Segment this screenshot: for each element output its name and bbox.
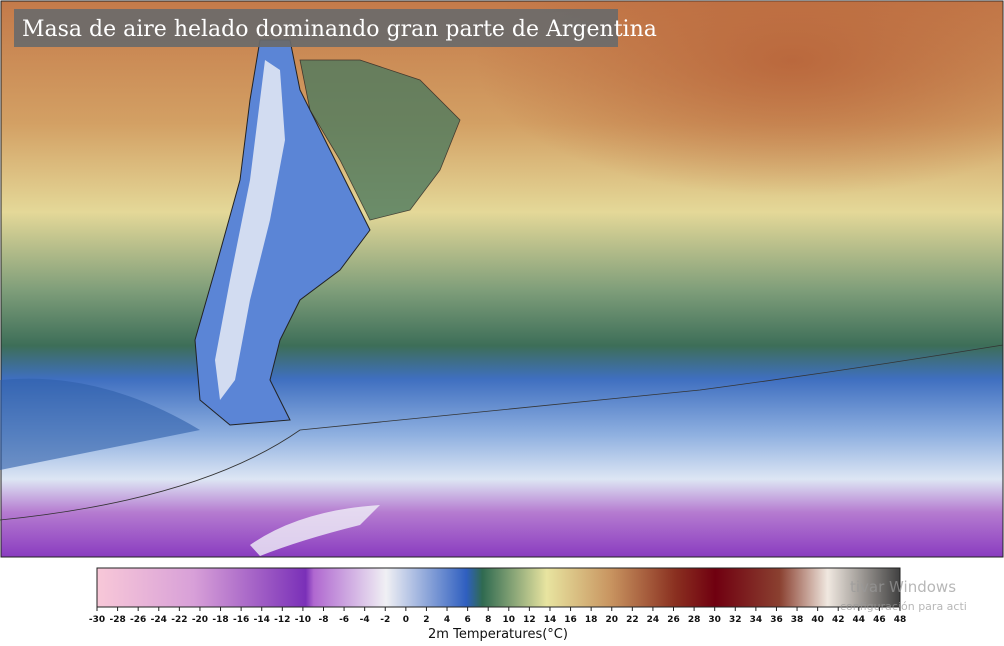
title-box xyxy=(14,9,618,47)
tick-label: -26 xyxy=(130,615,146,625)
tick-label: 26 xyxy=(667,615,680,625)
tick-label: 32 xyxy=(729,615,742,625)
tick-label: 44 xyxy=(853,615,866,625)
tick-label: -24 xyxy=(151,615,167,625)
antarctic-peninsula xyxy=(250,505,380,556)
tick-label: 0 xyxy=(403,615,409,625)
tick-label: -22 xyxy=(171,615,187,625)
tick-label: 46 xyxy=(873,615,886,625)
tick-label: 20 xyxy=(605,615,618,625)
tick-label: 34 xyxy=(750,615,763,625)
tick-label: -12 xyxy=(274,615,290,625)
tick-label: -30 xyxy=(89,615,105,625)
ice-edge xyxy=(0,344,1004,521)
tick-label: -10 xyxy=(295,615,311,625)
tick-label: -4 xyxy=(360,615,370,625)
tick-label: -8 xyxy=(318,615,328,625)
tick-label: 24 xyxy=(647,615,660,625)
tick-label: 6 xyxy=(464,615,470,625)
title: Masa de aire helado dominando gran parte… xyxy=(22,17,657,42)
north-region xyxy=(299,59,461,221)
tick-label: 30 xyxy=(708,615,721,625)
tick-label: -14 xyxy=(254,615,270,625)
tick-label: -6 xyxy=(339,615,349,625)
tick-label: 16 xyxy=(564,615,577,625)
tick-label: -16 xyxy=(233,615,249,625)
tick-label: -2 xyxy=(380,615,390,625)
tick-label: 42 xyxy=(832,615,845,625)
cold-region xyxy=(0,378,200,470)
tick-label: -28 xyxy=(109,615,125,625)
tick-label: 14 xyxy=(544,615,557,625)
tick-label: 12 xyxy=(523,615,536,625)
tick-label: 38 xyxy=(791,615,804,625)
tick-label: -20 xyxy=(192,615,208,625)
tick-label: 22 xyxy=(626,615,639,625)
tick-label: -18 xyxy=(212,615,228,625)
tick-label: 28 xyxy=(688,615,701,625)
tick-label: 18 xyxy=(585,615,598,625)
tick-label: 4 xyxy=(444,615,450,625)
colorbar-ramp xyxy=(96,567,901,608)
tick-label: 48 xyxy=(894,615,907,625)
map xyxy=(0,0,1004,558)
watermark: tivar Windows xyxy=(850,578,956,596)
tick-label: 36 xyxy=(770,615,783,625)
tick-label: 2 xyxy=(423,615,429,625)
tick-label: 10 xyxy=(503,615,516,625)
andes-snow xyxy=(215,60,285,400)
tick-label: 8 xyxy=(485,615,491,625)
watermark: configuración para acti xyxy=(840,600,967,613)
tick-label: 40 xyxy=(811,615,824,625)
colorbar-label: 2m Temperatures(°C) xyxy=(428,627,568,642)
colorbar xyxy=(96,567,901,608)
